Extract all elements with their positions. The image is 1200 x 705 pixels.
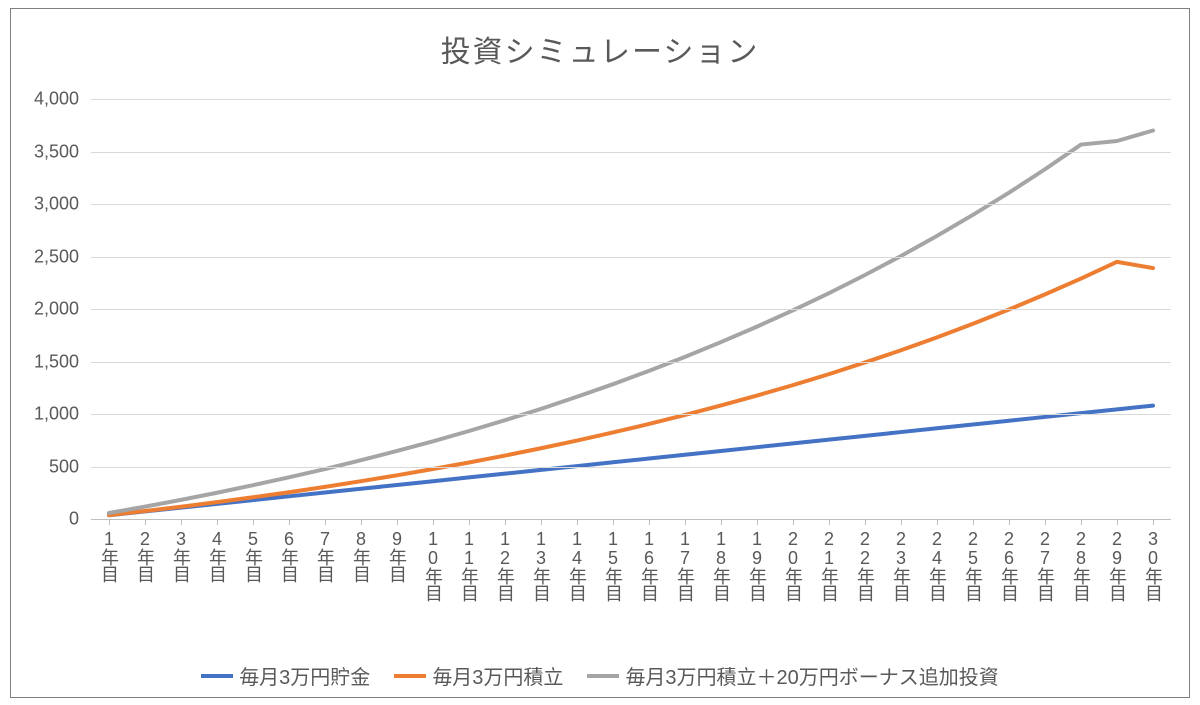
x-tick (829, 519, 830, 525)
series-tsumitate-bonus (109, 131, 1153, 514)
x-tick (757, 519, 758, 525)
y-tick-label: 2,500 (34, 246, 79, 267)
legend: 毎月3万円貯金 毎月3万円積立 毎月3万円積立＋20万円ボーナス追加投資 (11, 661, 1189, 690)
x-tick (361, 519, 362, 525)
legend-swatch (201, 674, 233, 678)
x-category-label: 5年目 (240, 529, 266, 582)
x-category-label: 23年目 (888, 529, 914, 601)
chart-frame: 投資シミュレーション 0 500 1,000 1,500 2,000 2,500 3,000… (10, 8, 1190, 698)
x-category-label: 13年目 (528, 529, 554, 601)
legend-item-tsumitate: 毎月3万円積立 (394, 661, 563, 690)
x-tick (469, 519, 470, 525)
x-category-label: 7年目 (312, 529, 338, 582)
gridline (91, 309, 1171, 310)
gridline (91, 99, 1171, 100)
gridline (91, 152, 1171, 153)
x-category-label: 29年目 (1104, 529, 1130, 601)
x-tick (685, 519, 686, 525)
x-tick (181, 519, 182, 525)
x-tick (1117, 519, 1118, 525)
plot-area (91, 99, 1171, 519)
y-tick-label: 500 (49, 456, 79, 477)
gridline (91, 204, 1171, 205)
x-category-label: 16年目 (636, 529, 662, 601)
x-category-label: 11年目 (456, 529, 482, 601)
x-category-label: 1年目 (96, 529, 122, 582)
legend-label: 毎月3万円積立＋20万円ボーナス追加投資 (625, 661, 998, 690)
x-category-label: 30年目 (1140, 529, 1166, 601)
gridline (91, 467, 1171, 468)
y-tick-label: 3,000 (34, 194, 79, 215)
x-tick (325, 519, 326, 525)
y-tick-label: 4,000 (34, 89, 79, 110)
x-category-label: 2年目 (132, 529, 158, 582)
legend-item-savings: 毎月3万円貯金 (201, 661, 370, 690)
x-tick (109, 519, 110, 525)
y-tick-label: 1,500 (34, 351, 79, 372)
x-category-label: 3年目 (168, 529, 194, 582)
x-category-label: 8年目 (348, 529, 374, 582)
x-category-label: 27年目 (1032, 529, 1058, 601)
x-tick (289, 519, 290, 525)
x-category-label: 20年目 (780, 529, 806, 601)
x-tick (1081, 519, 1082, 525)
x-category-label: 6年目 (276, 529, 302, 582)
x-category-label: 14年目 (564, 529, 590, 601)
gridline (91, 362, 1171, 363)
x-tick (901, 519, 902, 525)
x-tick (217, 519, 218, 525)
x-tick (937, 519, 938, 525)
x-category-label: 12年目 (492, 529, 518, 601)
y-tick-label: 0 (69, 509, 79, 530)
x-category-label: 24年目 (924, 529, 950, 601)
series-savings (109, 406, 1153, 516)
x-tick (865, 519, 866, 525)
legend-label: 毎月3万円積立 (432, 661, 563, 690)
x-category-label: 22年目 (852, 529, 878, 601)
x-tick (145, 519, 146, 525)
x-category-label: 18年目 (708, 529, 734, 601)
x-tick (433, 519, 434, 525)
x-tick (721, 519, 722, 525)
legend-label: 毎月3万円貯金 (239, 661, 370, 690)
y-tick-label: 1,000 (34, 404, 79, 425)
x-tick (541, 519, 542, 525)
legend-swatch (587, 674, 619, 678)
x-tick (613, 519, 614, 525)
x-category-label: 10年目 (420, 529, 446, 601)
x-tick (397, 519, 398, 525)
x-category-label: 21年目 (816, 529, 842, 601)
x-category-label: 4年目 (204, 529, 230, 582)
x-tick (577, 519, 578, 525)
legend-swatch (394, 674, 426, 678)
x-category-label: 19年目 (744, 529, 770, 601)
x-tick (973, 519, 974, 525)
x-tick (505, 519, 506, 525)
gridline (91, 257, 1171, 258)
x-tick (793, 519, 794, 525)
series-tsumitate (109, 262, 1153, 515)
x-category-label: 26年目 (996, 529, 1022, 601)
x-category-label: 28年目 (1068, 529, 1094, 601)
x-category-label: 9年目 (384, 529, 410, 582)
x-tick (1153, 519, 1154, 525)
x-tick (1009, 519, 1010, 525)
x-tick (1045, 519, 1046, 525)
x-tick (649, 519, 650, 525)
chart-title: 投資シミュレーション (11, 27, 1189, 71)
x-category-label: 25年目 (960, 529, 986, 601)
y-tick-label: 2,000 (34, 299, 79, 320)
y-tick-label: 3,500 (34, 141, 79, 162)
legend-item-tsumitate-bonus: 毎月3万円積立＋20万円ボーナス追加投資 (587, 661, 998, 690)
x-category-label: 15年目 (600, 529, 626, 601)
x-tick (253, 519, 254, 525)
gridline (91, 414, 1171, 415)
x-category-label: 17年目 (672, 529, 698, 601)
